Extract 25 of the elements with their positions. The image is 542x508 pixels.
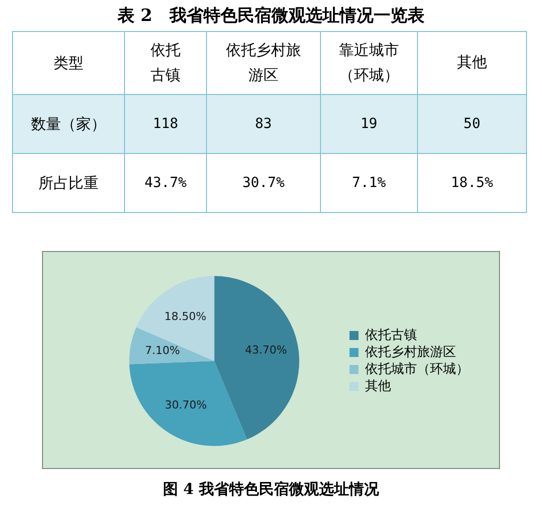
data-label: 118 [124, 94, 206, 154]
text: 表 2 我省特色民宿微观选址情况一览表 [116, 5, 426, 27]
data-label: 7.1% [320, 154, 418, 212]
data-label: 50 [417, 94, 526, 154]
data-label: 18.5% [417, 154, 526, 212]
legend-label: 其他 [365, 378, 391, 394]
data-label: 83 [206, 94, 320, 154]
data-label: 18.50% [164, 310, 206, 323]
data-label: 19 [320, 94, 418, 154]
legend-label: 依托城市（环城） [365, 362, 469, 377]
series-label: 所占比重 [12, 154, 125, 212]
data-label: 30.70% [164, 398, 207, 412]
legend-title: 类型 [12, 32, 125, 94]
data-label: 30.7% [206, 154, 320, 212]
category-label: 依托古镇 [150, 40, 182, 86]
data-label: 7.10% [144, 344, 180, 358]
legend-label: 依托乡村旅游区 [365, 344, 456, 360]
category-label: 其他 [456, 52, 488, 74]
data-label: 43.70% [244, 343, 287, 356]
series-label: 数量（家） [12, 94, 125, 154]
category-label: 依托乡村旅游区 [225, 40, 302, 86]
data-label: 43.7% [124, 154, 206, 212]
category-label: 靠近城市（环城） [338, 40, 400, 86]
text: 图 4 我省特色民宿微观选址情况 [162, 480, 380, 499]
legend-label: 依托古镇 [365, 328, 417, 343]
